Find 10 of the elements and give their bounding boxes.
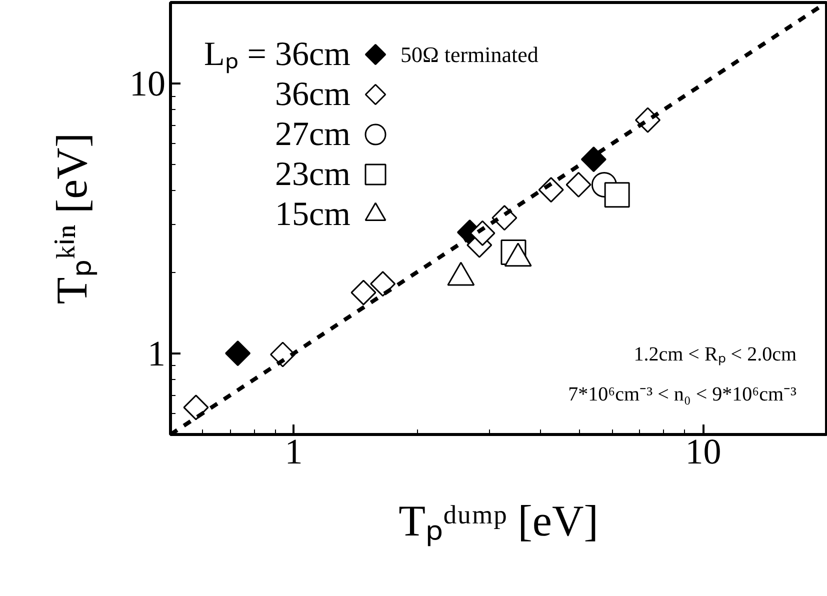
legend-label: 27cm xyxy=(274,116,351,153)
legend-label: 23cm xyxy=(274,156,351,193)
x-axis-title: Tₚᵈᵘᵐᵖ [eV] xyxy=(398,496,598,546)
y-axis-title: Tₚᵏⁱⁿ [eV] xyxy=(48,132,98,304)
annotation: 7*10⁶cm⁻³ < n₀ < 9*10⁶cm⁻³ xyxy=(568,384,797,406)
legend-label: Lₚ = 36cm xyxy=(204,36,351,74)
annotation: 1.2cm < Rₚ < 2.0cm xyxy=(634,344,797,366)
legend-label: 15cm xyxy=(274,196,351,233)
annotation: 50Ω terminated xyxy=(400,42,538,67)
legend-label: 36cm xyxy=(274,76,351,113)
